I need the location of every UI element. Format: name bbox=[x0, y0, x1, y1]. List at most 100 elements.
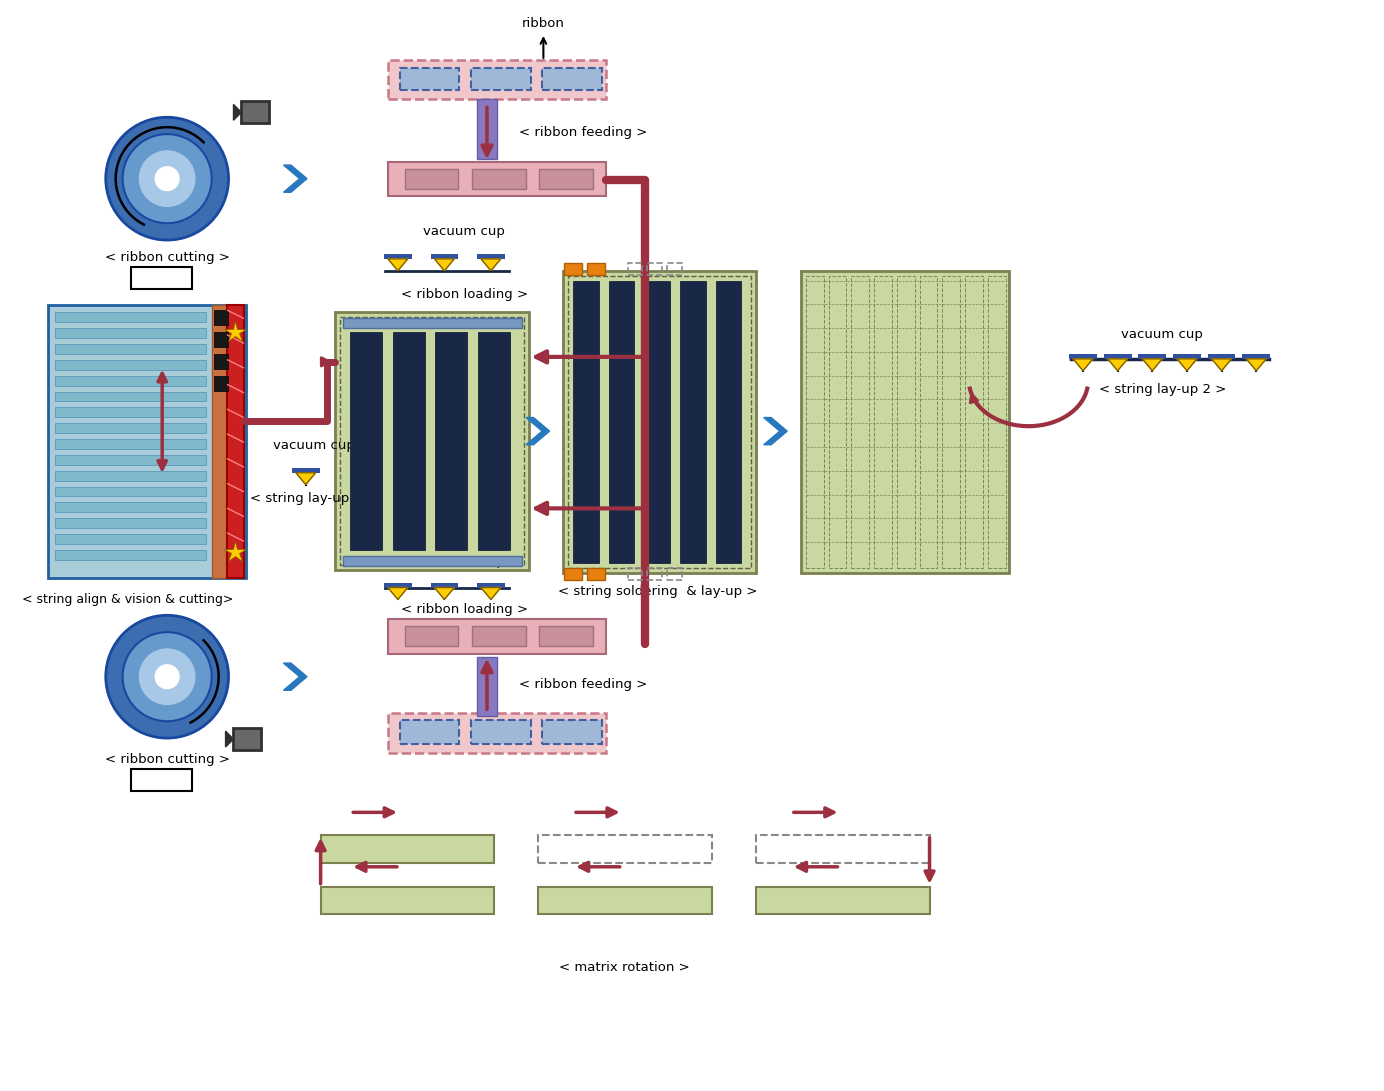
Bar bbox=[667, 567, 682, 579]
Text: < ribbon feeding >: < ribbon feeding > bbox=[519, 125, 646, 139]
Bar bbox=[1174, 353, 1201, 359]
Bar bbox=[436, 332, 468, 550]
Bar bbox=[212, 305, 230, 577]
Bar bbox=[55, 470, 206, 481]
Bar bbox=[587, 567, 605, 579]
Bar bbox=[335, 312, 529, 570]
Bar bbox=[400, 68, 459, 89]
Bar bbox=[55, 518, 206, 528]
Bar bbox=[648, 567, 662, 579]
Polygon shape bbox=[1073, 359, 1093, 371]
Bar bbox=[241, 101, 268, 123]
Bar bbox=[55, 455, 206, 465]
Bar bbox=[756, 835, 930, 863]
Bar bbox=[234, 728, 262, 750]
Bar bbox=[55, 423, 206, 433]
Bar bbox=[430, 254, 458, 259]
Bar bbox=[565, 567, 583, 579]
Polygon shape bbox=[296, 472, 316, 484]
Circle shape bbox=[123, 134, 212, 224]
Bar bbox=[383, 254, 411, 259]
Bar bbox=[55, 344, 206, 353]
Text: vacuum cup: vacuum cup bbox=[424, 555, 505, 568]
Polygon shape bbox=[482, 259, 501, 271]
Circle shape bbox=[155, 664, 179, 688]
Bar bbox=[55, 535, 206, 544]
Bar bbox=[756, 887, 930, 914]
Bar bbox=[587, 263, 605, 275]
Bar bbox=[55, 407, 206, 417]
Text: < ribbon cutting >: < ribbon cutting > bbox=[105, 251, 230, 264]
Bar bbox=[477, 254, 505, 259]
Text: right: right bbox=[145, 272, 177, 284]
Polygon shape bbox=[284, 663, 307, 691]
Bar bbox=[1208, 353, 1236, 359]
Polygon shape bbox=[435, 588, 454, 599]
Bar bbox=[55, 439, 206, 449]
Bar bbox=[609, 280, 634, 563]
Bar bbox=[569, 276, 752, 567]
Text: < ribbon feeding >: < ribbon feeding > bbox=[519, 679, 646, 691]
Bar bbox=[875, 276, 891, 567]
Bar bbox=[471, 68, 530, 89]
Bar bbox=[1243, 353, 1271, 359]
Bar bbox=[943, 276, 960, 567]
Circle shape bbox=[155, 167, 179, 191]
Polygon shape bbox=[388, 588, 408, 599]
Bar bbox=[55, 503, 206, 513]
Bar bbox=[897, 276, 915, 567]
Bar bbox=[55, 312, 206, 322]
Bar bbox=[563, 271, 756, 573]
Bar bbox=[477, 99, 497, 159]
Text: < string lay-up 1 >: < string lay-up 1 > bbox=[251, 492, 378, 505]
Text: ribbon: ribbon bbox=[522, 16, 565, 29]
Bar bbox=[343, 319, 522, 328]
Bar bbox=[477, 583, 505, 588]
Bar bbox=[321, 835, 494, 863]
Bar bbox=[55, 487, 206, 496]
Bar bbox=[213, 375, 227, 391]
Bar bbox=[988, 276, 1006, 567]
Bar bbox=[213, 353, 227, 369]
Bar bbox=[538, 887, 711, 914]
Bar bbox=[350, 332, 382, 550]
Circle shape bbox=[105, 615, 228, 739]
Bar bbox=[55, 392, 206, 401]
Bar bbox=[667, 263, 682, 275]
Bar bbox=[404, 626, 458, 646]
Bar bbox=[965, 276, 983, 567]
Bar bbox=[716, 280, 742, 563]
Bar bbox=[55, 550, 206, 560]
Text: left: left bbox=[151, 774, 172, 787]
Bar bbox=[627, 263, 642, 275]
Bar bbox=[130, 769, 192, 791]
Polygon shape bbox=[435, 259, 454, 271]
Bar bbox=[1104, 353, 1132, 359]
Bar bbox=[472, 169, 526, 189]
Bar bbox=[388, 161, 606, 196]
Text: vacuum cup: vacuum cup bbox=[424, 225, 505, 238]
Bar bbox=[540, 626, 592, 646]
Bar bbox=[477, 332, 509, 550]
Bar bbox=[343, 556, 522, 566]
Bar bbox=[919, 276, 937, 567]
Bar bbox=[404, 169, 458, 189]
Bar bbox=[1070, 353, 1098, 359]
Polygon shape bbox=[234, 105, 241, 120]
Polygon shape bbox=[388, 259, 408, 271]
Bar bbox=[55, 360, 206, 370]
Bar bbox=[400, 720, 459, 744]
Bar bbox=[48, 305, 246, 577]
Bar bbox=[565, 263, 583, 275]
Bar bbox=[471, 720, 530, 744]
Polygon shape bbox=[226, 731, 234, 747]
Polygon shape bbox=[1176, 359, 1197, 371]
Bar bbox=[383, 583, 411, 588]
Bar bbox=[543, 720, 602, 744]
Bar bbox=[680, 280, 706, 563]
Polygon shape bbox=[284, 165, 307, 192]
Bar bbox=[213, 332, 227, 347]
Bar bbox=[340, 317, 523, 565]
Text: < string soldering  & lay-up >: < string soldering & lay-up > bbox=[558, 585, 757, 598]
Circle shape bbox=[105, 117, 228, 240]
